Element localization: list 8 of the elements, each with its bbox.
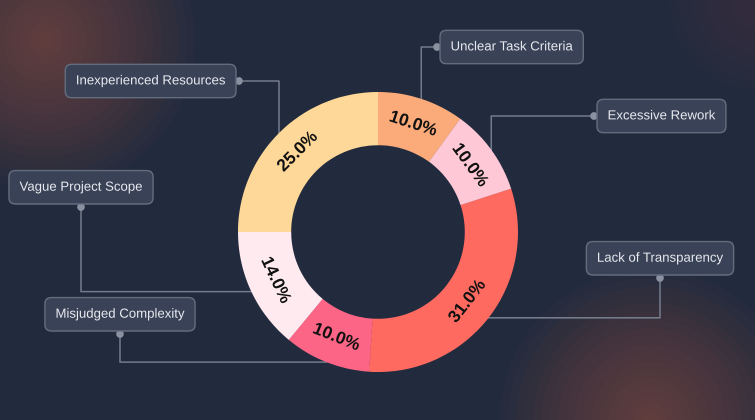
slice-label: Inexperienced Resources xyxy=(77,74,225,88)
slice-label: Excessive Rework xyxy=(608,110,716,120)
data-label: 10.0% xyxy=(312,322,362,351)
slice-label: Lack of Transparency xyxy=(598,252,724,264)
data-label: 10.0% xyxy=(389,110,438,136)
slice-label: Unclear Task Criteria xyxy=(452,40,573,51)
slice-label: Vague Project Scope xyxy=(20,181,142,194)
slice-label: Misjudged Complexity xyxy=(56,308,185,320)
